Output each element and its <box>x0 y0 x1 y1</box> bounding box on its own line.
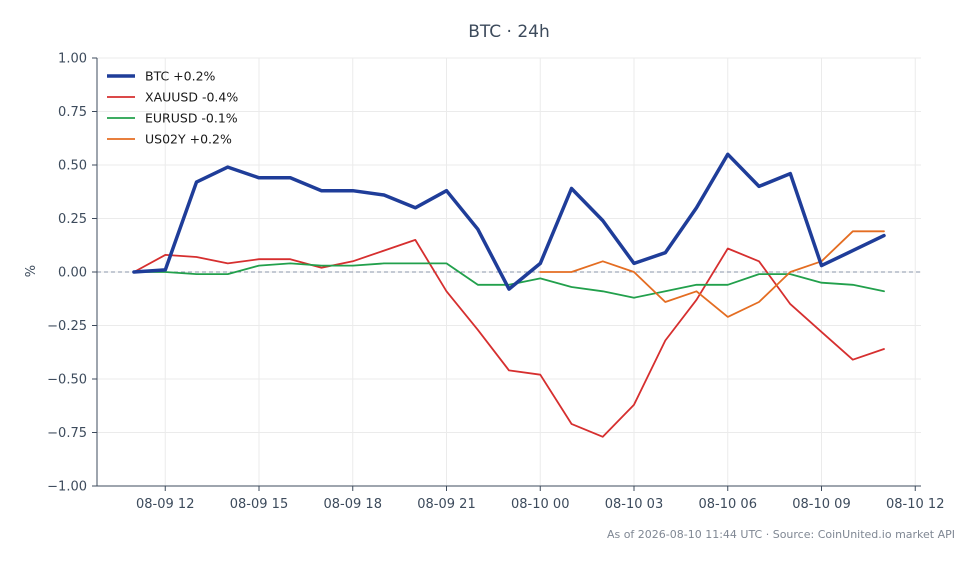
x-axis-ticks: 08-09 12 08-09 15 08-09 18 08-09 21 08-10 00… <box>136 486 944 512</box>
x-tick-label: 08-09 18 <box>324 497 382 512</box>
y-tick-label: −0.75 <box>47 426 87 441</box>
series-line-eurusd <box>133 262 885 299</box>
legend-label-btc: BTC +0.2% <box>145 69 216 84</box>
y-tick-label: −0.25 <box>47 319 87 334</box>
x-tick-label: 08-10 06 <box>699 497 757 512</box>
y-tick-label: −0.50 <box>47 373 87 388</box>
y-tick-label: 0.00 <box>58 266 87 281</box>
series-lines <box>132 152 886 438</box>
chart-title: BTC · 24h <box>468 22 550 42</box>
y-axis-label: % <box>24 265 39 277</box>
legend-label-xauusd: XAUUSD -0.4% <box>145 90 238 105</box>
legend: BTC +0.2% XAUUSD -0.4% EURUSD -0.1% US02Y +… <box>107 69 238 147</box>
x-tick-label: 08-09 21 <box>417 497 475 512</box>
y-tick-label: 0.50 <box>58 159 87 174</box>
x-tick-label: 08-10 00 <box>511 497 569 512</box>
y-tick-label: 0.25 <box>58 212 87 227</box>
y-tick-label: 0.75 <box>58 105 87 120</box>
x-tick-label: 08-10 12 <box>886 497 944 512</box>
x-tick-label: 08-10 03 <box>605 497 663 512</box>
series-line-xauusd <box>133 239 885 438</box>
footer-source: As of 2026-08-10 11:44 UTC · Source: Coi… <box>607 528 955 541</box>
x-tick-label: 08-10 09 <box>792 497 850 512</box>
legend-label-us02y: US02Y +0.2% <box>145 132 232 147</box>
series-line-btc <box>132 152 886 291</box>
x-tick-label: 08-09 12 <box>136 497 194 512</box>
y-axis-ticks: 1.00 0.75 0.50 0.25 0.00 −0.25 −0.50 −0.75 −1.00 <box>47 52 97 495</box>
y-tick-label: 1.00 <box>58 52 87 67</box>
legend-label-eurusd: EURUSD -0.1% <box>145 111 238 126</box>
y-tick-label: −1.00 <box>47 480 87 495</box>
x-tick-label: 08-09 15 <box>230 497 288 512</box>
series-line-us02y <box>539 230 885 318</box>
